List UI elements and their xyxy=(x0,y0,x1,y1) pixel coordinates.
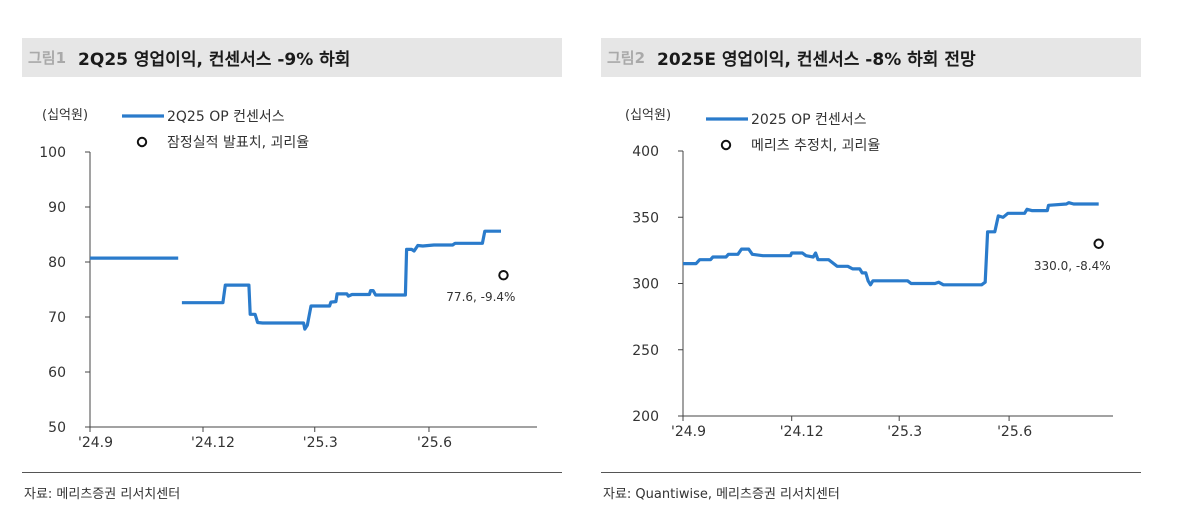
figure-label: 그림2 xyxy=(607,49,646,67)
line-chart-op-consensus: (십억원) 50 60 70 80 90 100 '24.9 '24.12 '25.3 '25.6 2… xyxy=(39,108,537,451)
data-marker xyxy=(498,270,509,281)
x-tick-label: '25.6 xyxy=(417,435,452,451)
figure-title-bar: 그림2 2025E 영업이익, 컨센서스 -8% 하회 전망 xyxy=(601,38,1141,77)
x-tick-label: '24.9 xyxy=(78,435,113,451)
y-axis-unit-label: (십억원) xyxy=(42,108,88,123)
y-tick-label: 50 xyxy=(48,420,66,436)
x-tick-label: '25.3 xyxy=(887,424,922,440)
data-label: 77.6, -9.4% xyxy=(446,290,515,304)
figure-title-bar: 그림1 2Q25 영업이익, 컨센서스 -9% 하회 xyxy=(22,38,562,77)
y-tick-label: 100 xyxy=(39,145,66,161)
y-tick-label: 250 xyxy=(632,343,659,359)
y-tick-label: 90 xyxy=(48,200,66,216)
y-tick-label: 70 xyxy=(48,310,66,326)
legend-marker-swatch xyxy=(136,136,148,148)
legend-marker-swatch xyxy=(720,139,732,151)
legend-label: 잠정실적 발표치, 괴리율 xyxy=(167,135,309,151)
footer-divider xyxy=(22,472,562,473)
y-tick-label: 300 xyxy=(632,277,659,293)
series-line xyxy=(181,229,501,331)
chart-panel-2: 그림2 2025E 영업이익, 컨센서스 -8% 하회 전망 (십억원) 200 2… xyxy=(601,0,1161,523)
legend-label: 메리츠 추정치, 괴리율 xyxy=(751,138,880,154)
y-axis-unit-label: (십억원) xyxy=(625,108,671,123)
data-marker xyxy=(1093,238,1104,249)
line-chart-2025-op-consensus: (십억원) 200 250 300 350 400 '24.9 '24.12 '25.3 '25.… xyxy=(625,108,1113,440)
x-tick-label: '25.3 xyxy=(303,435,338,451)
y-tick-label: 200 xyxy=(632,409,659,425)
footer-divider xyxy=(601,472,1141,473)
x-tick-label: '24.9 xyxy=(671,424,706,440)
figure-title: 2Q25 영업이익, 컨센서스 -9% 하회 xyxy=(78,50,351,70)
figure-title: 2025E 영업이익, 컨센서스 -8% 하회 전망 xyxy=(657,50,976,70)
y-tick-label: 80 xyxy=(48,255,66,271)
y-tick-label: 60 xyxy=(48,365,66,381)
x-tick-label: '24.12 xyxy=(780,424,824,440)
x-tick-label: '25.6 xyxy=(997,424,1032,440)
series-line xyxy=(683,201,1099,287)
figure-label: 그림1 xyxy=(28,49,67,67)
legend-label: 2Q25 OP 컨센서스 xyxy=(167,109,285,125)
source-note: 자료: 메리츠증권 리서치센터 xyxy=(24,487,181,502)
y-tick-label: 400 xyxy=(632,144,659,160)
chart-panel-1: 그림1 2Q25 영업이익, 컨센서스 -9% 하회 (십억원) 50 60 70 80… xyxy=(22,0,582,523)
source-note: 자료: Quantiwise, 메리츠증권 리서치센터 xyxy=(603,487,840,502)
data-label: 330.0, -8.4% xyxy=(1034,259,1111,273)
x-tick-label: '24.12 xyxy=(191,435,235,451)
y-tick-label: 350 xyxy=(632,210,659,226)
legend-label: 2025 OP 컨센서스 xyxy=(751,112,867,128)
